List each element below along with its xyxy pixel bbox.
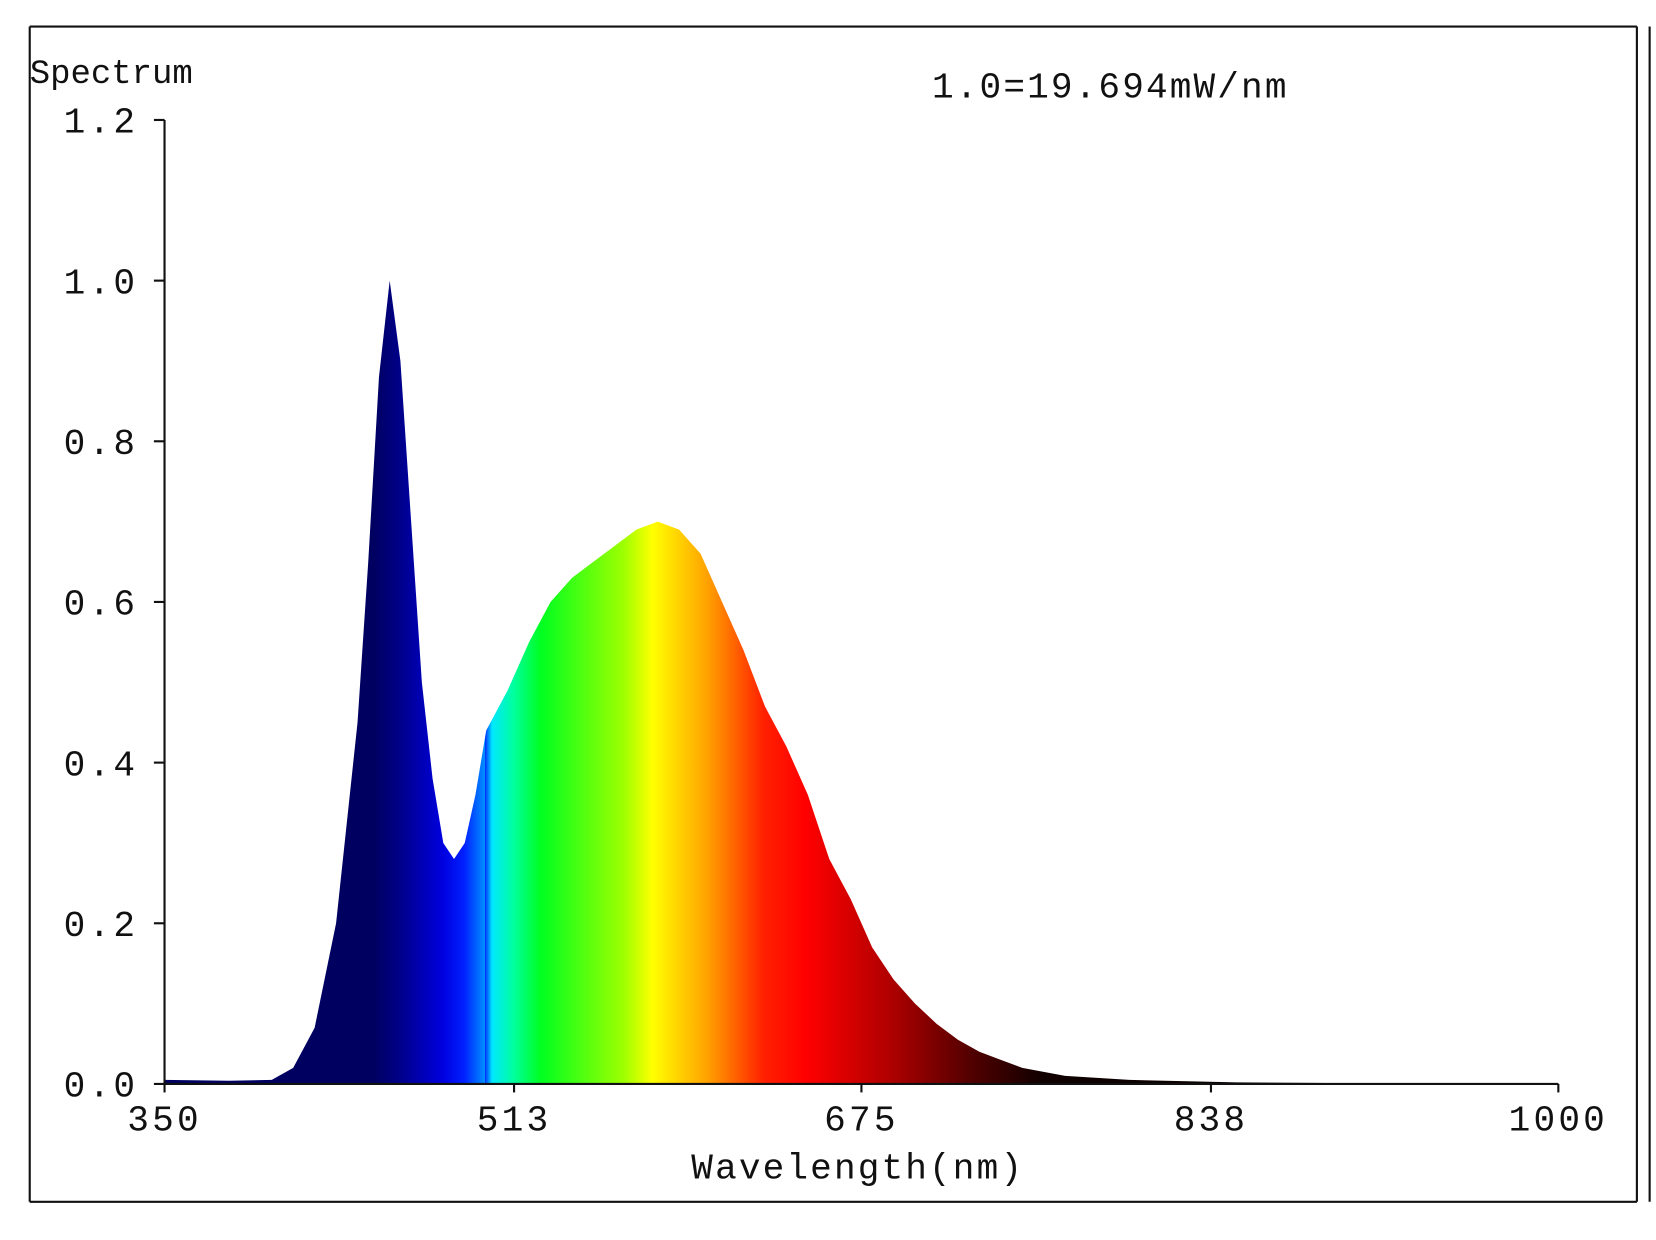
spectrum-area — [164, 280, 1559, 1084]
x-tick-label: 513 — [477, 1101, 552, 1142]
x-tick-label: 350 — [127, 1101, 202, 1142]
chart-title: Spectrum — [30, 56, 193, 94]
y-tick-label: 0.6 — [64, 585, 139, 626]
annotation: 1.0=19.694mW/nm — [932, 68, 1289, 109]
y-tick-label: 0.2 — [64, 906, 139, 947]
x-tick-label: 1000 — [1509, 1101, 1608, 1142]
x-axis-label: Wavelength(nm) — [691, 1148, 1024, 1189]
y-tick-label: 0.0 — [64, 1067, 139, 1108]
y-tick-label: 1.2 — [64, 103, 139, 144]
y-tick-label: 0.8 — [64, 424, 139, 465]
y-tick-label: 0.4 — [64, 745, 139, 786]
x-tick-label: 675 — [824, 1101, 899, 1142]
y-tick-label: 1.0 — [64, 263, 139, 304]
x-tick-label: 838 — [1174, 1101, 1249, 1142]
